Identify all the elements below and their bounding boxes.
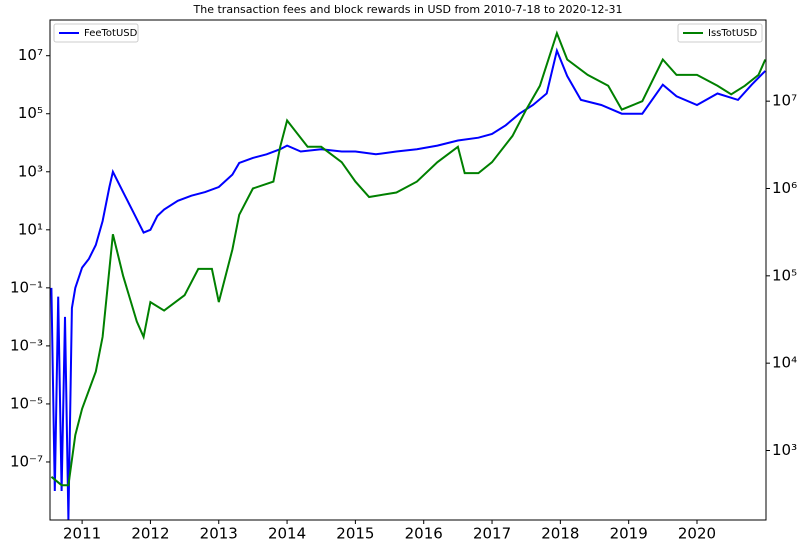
- plot-frame: [49, 19, 767, 521]
- x-tick-label: 2013: [200, 525, 238, 543]
- y-tick-label: 10⁻⁷: [10, 452, 43, 470]
- x-tick-label: 2017: [473, 525, 511, 543]
- x-tick-label: 2016: [405, 525, 443, 543]
- y-tick-label: 10⁻⁵: [10, 394, 43, 412]
- y2-tick-label: 10⁷: [772, 92, 797, 110]
- x-tick-label: 2018: [541, 525, 579, 543]
- legend-label: FeeTotUSD: [84, 28, 138, 39]
- x-tick-label: 2015: [336, 525, 374, 543]
- legend-label: IssTotUSD: [708, 28, 757, 39]
- chart-title: The transaction fees and block rewards i…: [193, 3, 623, 16]
- y-tick-label: 10⁻¹: [10, 278, 43, 296]
- y-tick-label: 10⁻³: [10, 336, 43, 354]
- y-tick-label: 10⁵: [18, 104, 43, 122]
- x-tick-label: 2011: [63, 525, 101, 543]
- y2-tick-label: 10⁵: [772, 266, 797, 284]
- y-tick-label: 10⁷: [18, 46, 43, 64]
- x-tick-label: 2020: [678, 525, 716, 543]
- series-line: [50, 30, 766, 487]
- x-tick-label: 2019: [610, 525, 648, 543]
- x-tick-label: 2012: [131, 525, 169, 543]
- y2-tick-label: 10⁶: [772, 179, 797, 197]
- y-tick-label: 10³: [18, 162, 43, 180]
- legend-box: [677, 23, 763, 43]
- legend-box: [53, 23, 139, 43]
- y2-tick-label: 10⁴: [772, 354, 797, 372]
- plot-area: [50, 30, 766, 520]
- y-tick-label: 10¹: [18, 220, 43, 238]
- series-line: [50, 47, 766, 520]
- y2-tick-label: 10³: [772, 441, 797, 459]
- x-tick-label: 2014: [268, 525, 306, 543]
